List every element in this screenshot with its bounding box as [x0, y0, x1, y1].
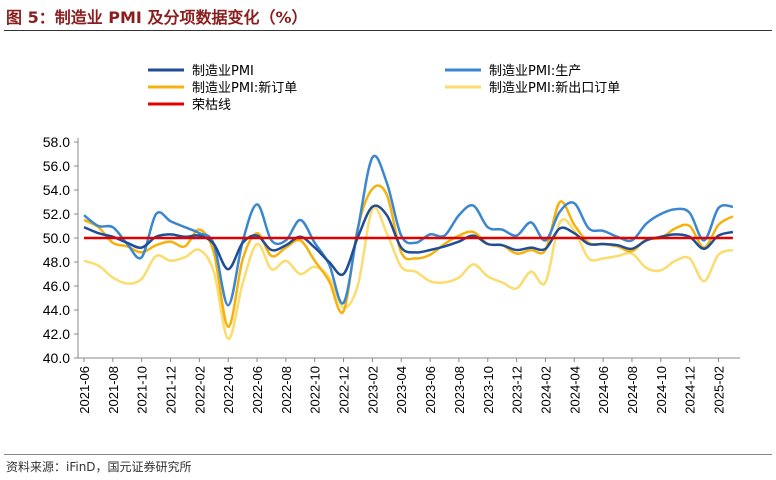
legend-label: 荣枯线 [192, 98, 231, 113]
x-tick-label: 2022-04 [221, 366, 236, 414]
figure-title: 图 5：制造业 PMI 及分项数据变化（%） [6, 8, 308, 27]
x-tick-label: 2022-10 [308, 366, 323, 414]
series-line-0 [83, 204, 734, 277]
x-tick-label: 2022-08 [279, 366, 294, 414]
y-tick-label: 42.0 [43, 326, 70, 342]
y-tick-label: 46.0 [43, 278, 70, 294]
x-tick-label: 2023-04 [394, 366, 409, 414]
y-tick-label: 44.0 [43, 302, 70, 318]
y-tick-label: 40.0 [43, 350, 70, 366]
x-tick-label: 2024-04 [567, 366, 582, 414]
x-tick-label: 2023-08 [452, 366, 467, 414]
y-tick-label: 50.0 [43, 230, 70, 246]
legend-label: 制造业PMI [192, 64, 254, 79]
y-tick-label: 58.0 [43, 134, 70, 150]
y-tick-label: 56.0 [43, 158, 70, 174]
x-tick-label: 2022-02 [192, 366, 207, 414]
x-tick-label: 2024-12 [683, 366, 698, 414]
y-tick-label: 48.0 [43, 254, 70, 270]
x-tick-label: 2023-06 [423, 366, 438, 414]
x-tick-label: 2024-02 [538, 366, 553, 414]
x-tick-label: 2024-06 [596, 366, 611, 414]
x-tick-label: 2023-02 [365, 366, 380, 414]
x-tick-label: 2025-02 [711, 366, 726, 414]
x-tick-label: 2024-10 [654, 366, 669, 414]
x-tick-label: 2021-06 [77, 366, 92, 414]
x-tick-label: 2022-06 [250, 366, 265, 414]
x-tick-label: 2024-08 [625, 366, 640, 414]
x-tick-label: 2023-10 [481, 366, 496, 414]
legend-label: 制造业PMI:新订单 [192, 80, 297, 96]
y-tick-label: 54.0 [43, 182, 70, 198]
x-tick-label: 2021-10 [135, 366, 150, 414]
pmi-line-chart: 40.0 42.0 44.0 46.0 48.0 50.0 52.0 54.0 56.0 58.0… [43, 64, 740, 414]
x-tick-label: 2021-12 [164, 366, 179, 414]
x-tick-label: 2023-12 [510, 366, 525, 414]
series-line-1 [83, 154, 734, 307]
source-note: 资料来源：iFinD，国元证券研究所 [6, 460, 192, 474]
source-divider [4, 454, 772, 455]
legend-label: 制造业PMI:生产 [489, 64, 581, 79]
title-divider [4, 30, 772, 31]
legend-label: 制造业PMI:新出口订单 [489, 80, 620, 96]
series-line-3 [83, 206, 734, 341]
x-tick-label: 2022-12 [337, 366, 352, 414]
y-tick-label: 52.0 [43, 206, 70, 222]
x-tick-label: 2021-08 [106, 366, 121, 414]
